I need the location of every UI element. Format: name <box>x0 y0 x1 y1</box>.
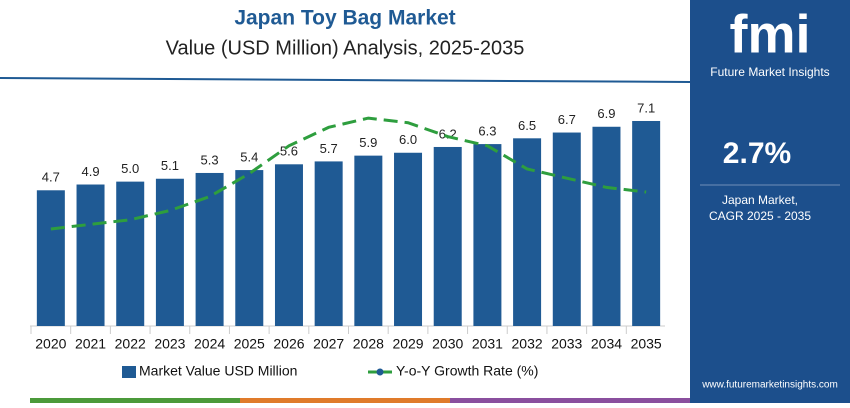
x-tick-label: 2029 <box>392 336 423 352</box>
value-label: 6.9 <box>597 106 615 121</box>
x-tick-label: 2021 <box>75 336 106 352</box>
logo: fmi <box>730 4 811 64</box>
title-rule <box>0 77 691 83</box>
bar <box>235 170 264 326</box>
legend-label: Market Value USD Million <box>139 363 297 379</box>
bar <box>274 164 303 326</box>
caption: CAGR 2025 - 2035 <box>709 209 811 223</box>
x-tick-label: 2023 <box>154 336 185 352</box>
growth-line <box>50 116 647 231</box>
bar <box>394 152 423 326</box>
footer-strip <box>30 398 240 403</box>
bar <box>116 181 145 326</box>
chart-title: Japan Toy Bag Market <box>234 7 455 30</box>
chart-subtitle: Value (USD Million) Analysis, 2025-2035 <box>166 37 525 59</box>
value-label: 6.0 <box>399 132 417 147</box>
brand: Future Market Insights <box>710 65 829 79</box>
bar <box>592 126 621 326</box>
bar <box>314 161 343 326</box>
footer-strip <box>450 398 690 403</box>
value-label: 5.4 <box>240 150 258 165</box>
x-tick-label: 2034 <box>591 336 622 352</box>
value-label: 5.7 <box>320 141 338 156</box>
bar <box>552 132 581 326</box>
x-tick-label: 2031 <box>472 336 503 352</box>
value-label: 6.3 <box>478 124 496 139</box>
bar <box>76 184 105 326</box>
bar <box>433 146 462 326</box>
value-label: 7.1 <box>637 100 655 115</box>
bar <box>632 120 661 326</box>
x-tick-label: 2028 <box>353 336 384 352</box>
value-label: 4.7 <box>42 170 60 185</box>
bar <box>36 190 65 326</box>
caption: Japan Market, <box>722 193 798 207</box>
value-label: 4.9 <box>81 164 99 179</box>
x-tick-label: 2032 <box>512 336 543 352</box>
bar <box>195 172 224 326</box>
x-tick-label: 2020 <box>35 336 66 352</box>
value-label: 6.7 <box>558 112 576 127</box>
x-tick-label: 2035 <box>631 336 662 352</box>
x-tick-label: 2026 <box>273 336 304 352</box>
x-tick-label: 2025 <box>234 336 265 352</box>
x-tick-label: 2033 <box>551 336 582 352</box>
value-label: 5.3 <box>201 152 219 167</box>
bar <box>513 138 542 326</box>
bar <box>354 155 383 326</box>
legend-swatch <box>122 366 136 378</box>
legend-label: Y-o-Y Growth Rate (%) <box>396 363 538 379</box>
x-tick-label: 2022 <box>115 336 146 352</box>
x-tick-label: 2024 <box>194 336 225 352</box>
value-label: 5.9 <box>359 135 377 150</box>
sidebar <box>690 0 850 403</box>
value-label: 6.5 <box>518 118 536 133</box>
footer-strip <box>240 398 450 403</box>
website: www.futuremarketinsights.com <box>701 380 838 391</box>
bar <box>155 178 184 326</box>
legend-swatch <box>376 368 384 376</box>
value-label: 5.1 <box>161 158 179 173</box>
value-label: 5.0 <box>121 161 139 176</box>
x-tick-label: 2030 <box>432 336 463 352</box>
cagr-value: 2.7% <box>723 137 791 170</box>
x-tick-label: 2027 <box>313 336 344 352</box>
bar <box>473 144 502 326</box>
